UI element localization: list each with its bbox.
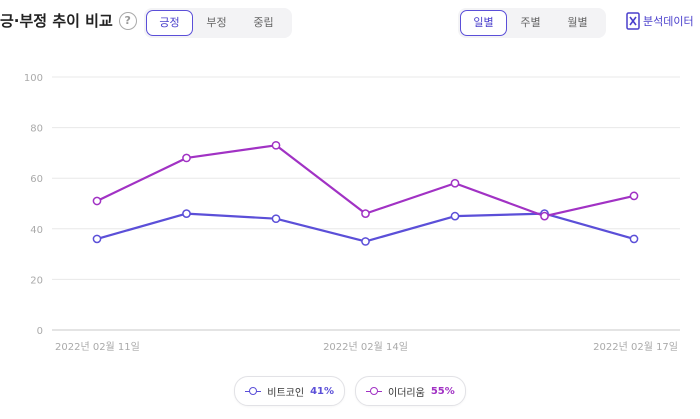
x-tick-label: 2022년 02월 17일 xyxy=(593,341,678,353)
data-point-ethereum xyxy=(271,140,281,150)
y-tick-label: 60 xyxy=(30,174,43,185)
legend-swatch-bitcoin xyxy=(245,387,262,395)
data-point-ethereum xyxy=(92,196,102,206)
tab-neutral[interactable]: 중립 xyxy=(253,16,274,29)
question-circle-icon[interactable]: ? xyxy=(118,11,137,30)
chart-legend: 비트코인 41% 이더리움 55% xyxy=(0,376,700,406)
tab-negative[interactable]: 부정 xyxy=(206,16,227,29)
legend-swatch-ethereum xyxy=(366,387,382,395)
series-line-ethereum xyxy=(96,144,635,218)
y-tick-label: 80 xyxy=(30,124,43,135)
y-tick-label: 20 xyxy=(30,275,43,286)
data-point-ethereum xyxy=(540,211,549,221)
line-chart-svg: 0 20 40 60 80 100 2022년 02월 11일 2022년 02월 14일 20… xyxy=(24,73,680,353)
export-data-button[interactable]: 분석데이터 xyxy=(626,12,694,30)
data-point-ethereum xyxy=(182,153,191,163)
y-tick-label: 100 xyxy=(24,73,43,84)
data-point-bitcoin xyxy=(361,237,370,246)
x-tick-label: 2022년 02월 11일 xyxy=(55,341,140,353)
x-tick-label: 2022년 02월 14일 xyxy=(323,341,408,353)
y-tick-label: 0 xyxy=(37,326,43,337)
data-point-bitcoin xyxy=(92,234,102,244)
data-point-bitcoin xyxy=(271,214,281,224)
period-tab-group: 일별 주별 월별 xyxy=(458,8,606,38)
legend-label-bitcoin: 비트코인 xyxy=(267,387,305,399)
excel-icon xyxy=(626,12,640,30)
trend-chart: 0 20 40 60 80 100 2022년 02월 11일 2022년 02월 14일 20… xyxy=(0,60,700,360)
export-label: 분석데이터 xyxy=(643,15,694,28)
tab-weekly[interactable]: 주별 xyxy=(520,16,541,29)
legend-item-bitcoin[interactable]: 비트코인 41% xyxy=(234,376,345,406)
page-title: 긍·부정 추이 비교 xyxy=(0,12,113,30)
chart-header: 긍·부정 추이 비교 ? xyxy=(0,10,137,31)
tab-monthly[interactable]: 월별 xyxy=(567,16,588,29)
y-tick-label: 40 xyxy=(30,225,43,236)
data-point-bitcoin xyxy=(450,211,460,221)
legend-pct-ethereum: 55% xyxy=(430,385,455,397)
data-point-bitcoin xyxy=(629,234,639,244)
tab-daily[interactable]: 일별 xyxy=(460,10,507,36)
sentiment-tab-group: 긍정 부정 중립 xyxy=(144,8,292,38)
data-point-ethereum xyxy=(450,178,460,188)
legend-item-ethereum[interactable]: 이더리움 55% xyxy=(355,376,466,406)
legend-pct-bitcoin: 41% xyxy=(310,385,334,397)
tab-positive[interactable]: 긍정 xyxy=(146,10,193,36)
data-point-ethereum xyxy=(629,191,639,201)
data-point-bitcoin xyxy=(182,209,191,218)
legend-label-ethereum: 이더리움 xyxy=(388,387,425,399)
data-point-ethereum xyxy=(361,209,370,218)
